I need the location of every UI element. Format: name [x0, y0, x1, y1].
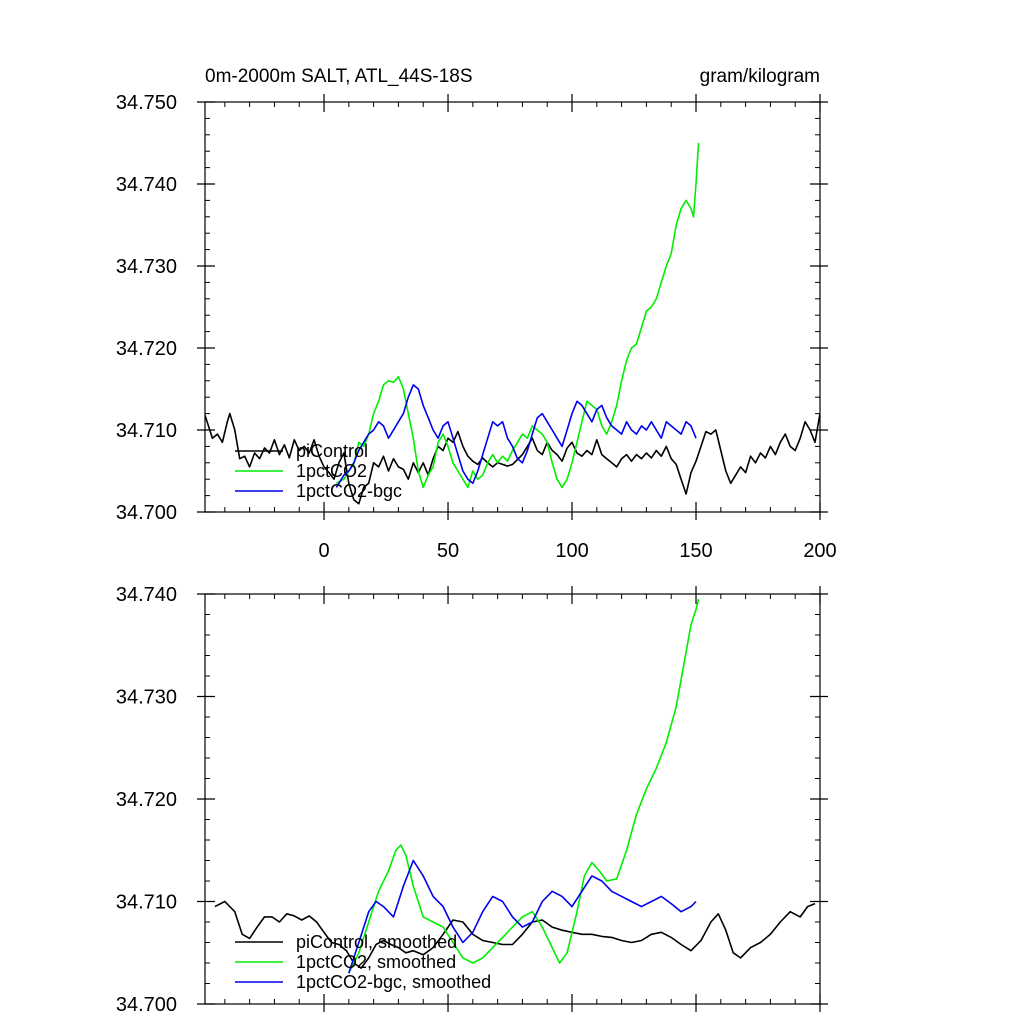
series-line-1pctco2-smoothed — [348, 598, 700, 974]
x-tick-label: 100 — [555, 540, 588, 562]
chart-title: 0m-2000m SALT, ATL_44S-18S — [205, 66, 473, 87]
series-line-picontrol-smoothed — [214, 900, 816, 969]
series-line-picontrol — [205, 412, 820, 505]
series-line-1pctco2-bgc — [335, 384, 697, 488]
legend-label: 1pctCO2-bgc — [296, 481, 402, 501]
y-tick-label: 34.710 — [116, 892, 177, 914]
y-tick-label: 34.740 — [116, 174, 177, 196]
y-tick-label: 34.710 — [116, 420, 177, 442]
top-panel: 34.700 34.710 34.720 34.730 34.740 34.750 0 50 1… — [116, 66, 837, 562]
plot-frame — [204, 101, 821, 513]
series-line-1pctco2-bgc-smoothed — [348, 859, 697, 974]
x-tick-label: 200 — [803, 540, 836, 562]
bottom-panel: 34.700 34.710 34.720 34.730 34.740 piControl,… — [116, 584, 828, 1016]
legend-label: 1pctCO2, smoothed — [296, 952, 456, 972]
legend-label: 1pctCO2 — [296, 461, 367, 481]
x-tick-label: 150 — [679, 540, 712, 562]
x-tick-label: 50 — [437, 540, 459, 562]
legend-label: piControl, smoothed — [296, 932, 457, 952]
series-line-1pctco2 — [336, 142, 700, 489]
legend-label: 1pctCO2-bgc, smoothed — [296, 972, 491, 992]
x-tick-label: 0 — [318, 540, 329, 562]
y-tick-label: 34.730 — [116, 256, 177, 278]
y-tick-label: 34.730 — [116, 687, 177, 709]
y-tick-label: 34.700 — [116, 994, 177, 1016]
y-tick-label: 34.700 — [116, 502, 177, 524]
legend-label: piControl — [296, 441, 368, 461]
y-tick-label: 34.750 — [116, 92, 177, 114]
y-tick-label: 34.720 — [116, 338, 177, 360]
units-label: gram/kilogram — [700, 66, 820, 87]
y-tick-label: 34.720 — [116, 789, 177, 811]
y-tick-label: 34.740 — [116, 584, 177, 606]
